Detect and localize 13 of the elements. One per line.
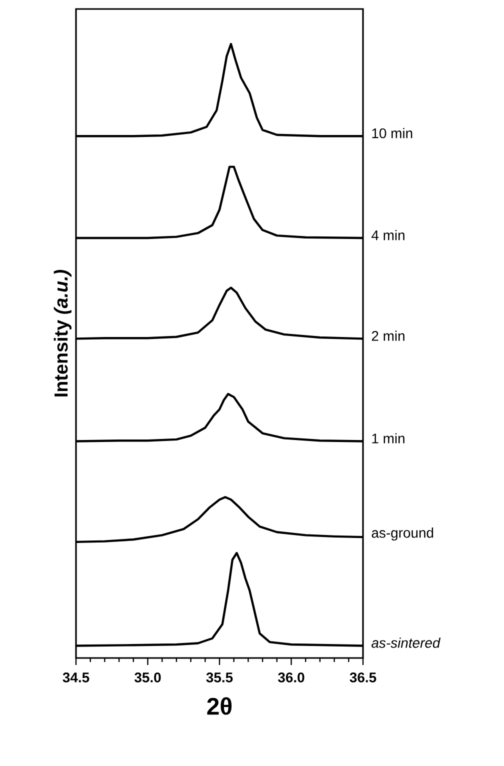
series-label: 2 min: [372, 330, 404, 341]
series-label: as-sintered: [372, 638, 441, 648]
x-tick-label: 35.0: [134, 672, 161, 682]
x-tick-label: 34.5: [62, 672, 90, 682]
series-label: 10 min: [372, 128, 412, 138]
series-label: as-ground: [372, 528, 434, 541]
series-label: 1 min: [372, 433, 404, 444]
series-label: 4 min: [372, 230, 404, 240]
x-axis-title: 2θ: [207, 697, 232, 715]
x-tick-label: 36.0: [278, 672, 304, 682]
x-tick-label: 36.5: [350, 672, 376, 682]
x-tick-label: 35.5: [206, 672, 233, 682]
y-axis-title: Intensity (a.u.): [54, 270, 72, 396]
